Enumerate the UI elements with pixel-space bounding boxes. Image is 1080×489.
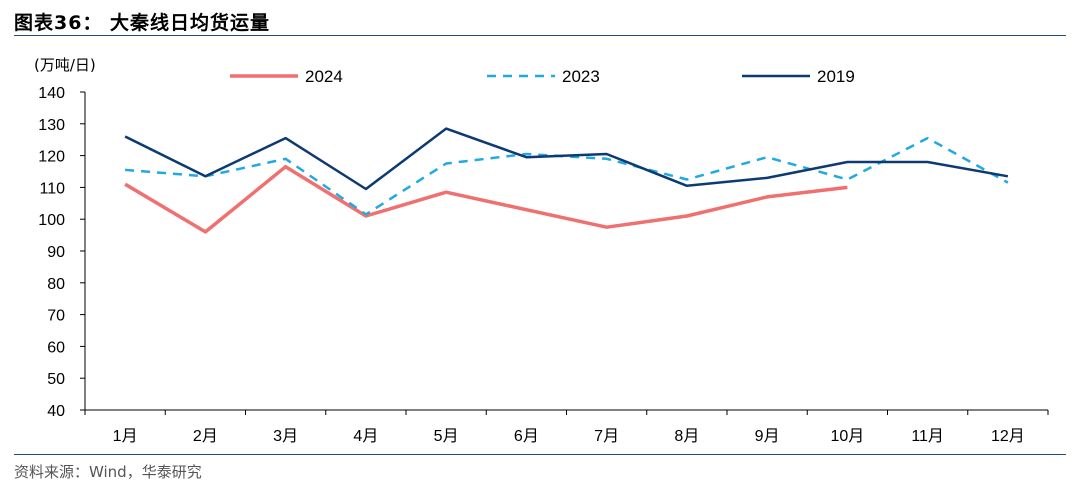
y-tick-label: 40	[47, 403, 65, 420]
series-line-2024	[124, 164, 848, 234]
y-axis-unit-label: (万吨/日)	[34, 56, 96, 74]
x-tick-label: 10月	[830, 428, 864, 445]
x-tick-label: 3月	[273, 428, 298, 445]
x-tick-label: 2月	[193, 428, 218, 445]
x-tick-label: 6月	[514, 428, 539, 445]
y-tick-label: 100	[38, 212, 65, 229]
legend-label-2024: 2024	[305, 67, 343, 86]
legend-label-2019: 2019	[817, 67, 855, 86]
series-line-2023	[125, 136, 1009, 216]
x-tick-label: 9月	[755, 428, 780, 445]
y-tick-label: 50	[47, 371, 65, 388]
y-axis: 40 50 60 70 80 90 100 110 120 130 140	[38, 85, 86, 420]
y-tick-label: 60	[47, 339, 65, 356]
y-tick-label: 120	[38, 149, 65, 166]
y-tick-label: 110	[39, 180, 65, 197]
y-tick-label: 80	[47, 276, 65, 293]
x-tick-label: 4月	[353, 428, 378, 445]
legend-label-2023: 2023	[562, 67, 600, 86]
y-tick-label: 130	[38, 117, 65, 134]
legend: 2024 2023 2019	[230, 67, 855, 86]
x-tick-label: 1月	[113, 428, 138, 445]
x-tick-label: 12月	[991, 428, 1025, 445]
y-tick-label: 90	[47, 244, 65, 261]
x-tick-label: 7月	[594, 428, 619, 445]
x-tick-label: 5月	[434, 428, 459, 445]
bottom-divider	[14, 454, 1066, 455]
x-axis: 1月 2月 3月 4月 5月 6月 7月 8月 9月 10月 11月 12月	[84, 409, 1049, 445]
source-note: 资料来源：Wind，华泰研究	[14, 463, 202, 481]
series-layer	[124, 127, 1009, 234]
x-tick-label: 8月	[674, 428, 699, 445]
series-line-2019	[124, 127, 1009, 191]
figure-title: 图表36： 大秦线日均货运量	[14, 12, 271, 34]
y-tick-label: 140	[38, 85, 65, 102]
x-tick-label: 11月	[911, 428, 944, 445]
top-divider	[14, 35, 1066, 36]
y-tick-label: 70	[47, 308, 65, 325]
